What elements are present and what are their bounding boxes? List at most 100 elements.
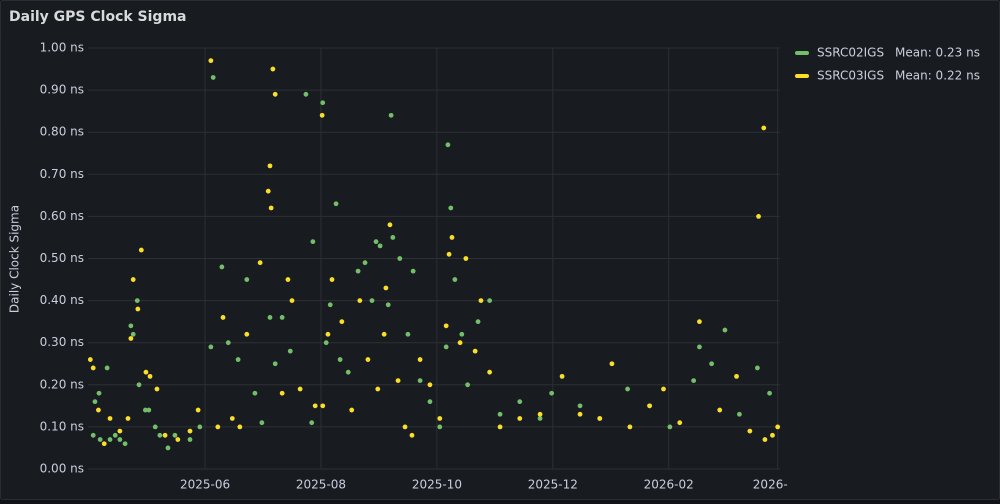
point [647,403,652,409]
point [625,386,630,392]
point [734,373,739,379]
point [187,437,193,442]
point [537,411,543,417]
point [225,340,231,346]
legend-label[interactable]: SSRC03IGS [817,69,884,83]
point [443,344,449,350]
x-tick-label: 2026-02 [644,478,694,492]
point [210,75,216,80]
x-tick-label: 2025-10 [412,478,462,492]
point [465,382,471,388]
y-tick-label: 0.10 ns [40,419,84,433]
point [722,327,728,333]
point [92,399,98,405]
point [747,428,753,434]
point [737,411,742,417]
point [402,424,408,430]
point [410,268,416,274]
point [96,407,101,413]
point [130,331,136,337]
point [327,302,333,308]
point [775,424,781,430]
point [267,315,273,320]
point [130,277,136,282]
point [667,424,673,430]
point [229,416,235,421]
point [497,424,503,430]
point [497,411,503,417]
point [443,323,449,329]
point [143,369,149,375]
point [709,361,715,367]
point [677,420,683,426]
point [289,298,295,303]
point [165,445,171,451]
point [385,302,391,308]
point [87,357,93,362]
x-tick-label: 2025-06 [180,478,230,492]
y-tick-label: 0.20 ns [40,377,84,391]
y-tick-label: 0.80 ns [40,125,84,139]
point [90,365,96,371]
legend-swatch [795,51,809,55]
point [357,298,363,303]
point [146,407,152,413]
point [697,319,702,325]
point [270,66,276,72]
point [762,437,768,442]
point [138,247,144,253]
point [279,315,285,320]
legend-swatch [795,74,809,78]
point [661,386,666,392]
point [559,373,565,379]
point [208,344,214,350]
point [390,235,396,240]
point [279,390,285,396]
point [287,348,293,354]
point [172,432,178,438]
x-tick-label: 2026- [753,478,788,492]
point [107,437,113,442]
point [215,424,221,430]
point [320,403,326,409]
point [244,331,250,337]
point [459,331,465,337]
point [128,323,134,329]
point [577,411,583,417]
y-tick-label: 0.40 ns [40,293,84,307]
y-tick-label: 1.00 ns [40,41,84,55]
y-tick-label: 0.50 ns [40,251,84,265]
point [96,390,102,396]
point [349,407,355,413]
point [195,407,201,413]
point [154,386,160,392]
point [767,390,772,396]
point [268,205,274,211]
point [272,91,278,97]
point [457,340,463,346]
point [487,369,493,375]
point [323,340,329,346]
point [101,441,107,447]
legend-label[interactable]: SSRC02IGS [817,46,884,60]
point [537,416,543,421]
point [395,378,401,383]
point [691,378,697,383]
y-tick-label: 0.30 ns [40,335,84,349]
point [365,357,371,362]
point [627,424,633,430]
point [104,365,110,371]
point [463,256,469,261]
point [329,277,335,282]
point [197,424,203,430]
point [437,416,443,421]
y-tick-label: 0.60 ns [40,209,84,223]
y-tick-label: 0.90 ns [40,83,84,97]
legend-value: Mean: 0.22 ns [895,69,980,83]
point [147,373,153,379]
point [517,416,523,421]
point [325,331,331,337]
point [97,437,103,442]
point [157,432,163,438]
